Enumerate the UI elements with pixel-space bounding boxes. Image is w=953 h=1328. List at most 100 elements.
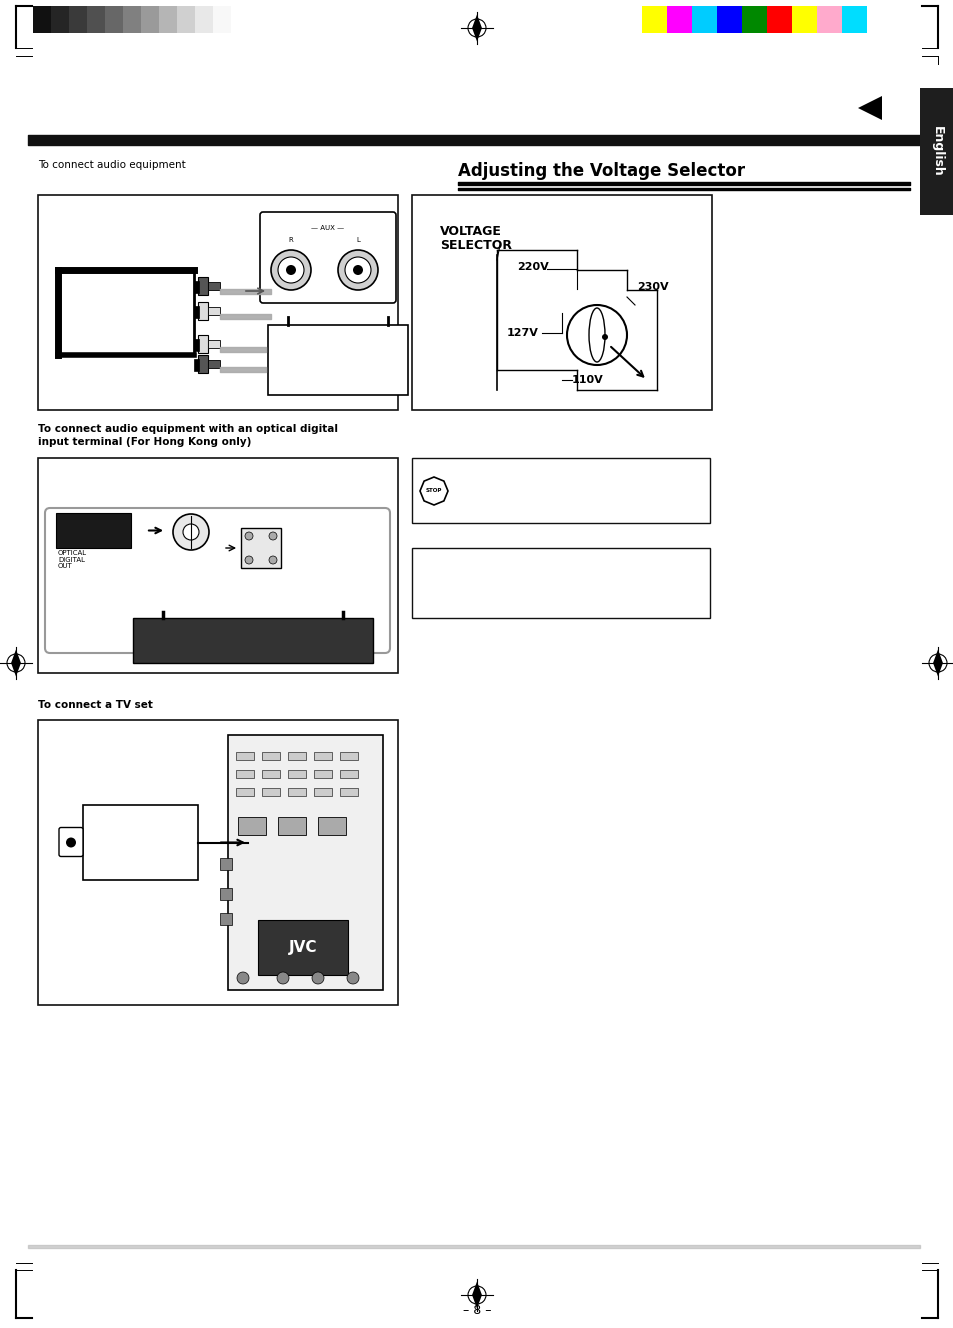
Text: To connect a TV set: To connect a TV set bbox=[38, 700, 152, 710]
Bar bbox=[277, 817, 306, 835]
Bar bbox=[235, 788, 253, 795]
Ellipse shape bbox=[588, 308, 604, 363]
Circle shape bbox=[347, 972, 358, 984]
Bar bbox=[193, 282, 199, 293]
Text: English: English bbox=[929, 126, 943, 177]
Bar bbox=[262, 770, 280, 778]
Bar bbox=[38, 458, 397, 673]
Bar bbox=[220, 888, 232, 900]
Bar bbox=[105, 7, 123, 33]
Polygon shape bbox=[857, 96, 882, 120]
Bar bbox=[314, 788, 332, 795]
Bar bbox=[412, 548, 709, 618]
Bar bbox=[339, 770, 357, 778]
Bar bbox=[412, 195, 711, 410]
Bar bbox=[288, 770, 306, 778]
Bar bbox=[193, 359, 199, 371]
Circle shape bbox=[245, 556, 253, 564]
Bar bbox=[235, 752, 253, 760]
Text: 230V: 230V bbox=[637, 282, 668, 292]
Bar bbox=[691, 7, 717, 33]
Bar bbox=[220, 914, 232, 926]
Bar bbox=[339, 752, 357, 760]
Circle shape bbox=[337, 250, 377, 290]
Bar bbox=[38, 195, 397, 410]
Bar bbox=[641, 7, 666, 33]
Bar bbox=[262, 788, 280, 795]
Text: — AUX —: — AUX — bbox=[311, 224, 344, 231]
Circle shape bbox=[269, 533, 276, 540]
Text: To connect audio equipment with an optical digital
input terminal (For Hong Kong: To connect audio equipment with an optic… bbox=[38, 424, 337, 448]
Text: VOLTAGE
SELECTOR: VOLTAGE SELECTOR bbox=[439, 224, 512, 252]
Bar bbox=[919, 88, 953, 215]
FancyBboxPatch shape bbox=[260, 212, 395, 303]
Polygon shape bbox=[11, 649, 21, 676]
Circle shape bbox=[183, 525, 199, 540]
Bar bbox=[208, 340, 220, 348]
Text: 220V: 220V bbox=[517, 262, 548, 272]
Circle shape bbox=[353, 266, 363, 275]
Bar bbox=[38, 720, 397, 1005]
Bar bbox=[141, 7, 159, 33]
Bar bbox=[237, 817, 266, 835]
Text: To connect audio equipment: To connect audio equipment bbox=[38, 159, 186, 170]
Bar bbox=[314, 770, 332, 778]
Polygon shape bbox=[419, 477, 448, 505]
Bar bbox=[741, 7, 766, 33]
Circle shape bbox=[276, 972, 289, 984]
Bar bbox=[177, 7, 194, 33]
Bar bbox=[288, 752, 306, 760]
Circle shape bbox=[245, 533, 253, 540]
Circle shape bbox=[271, 250, 311, 290]
Bar bbox=[220, 858, 232, 870]
Bar bbox=[208, 360, 220, 368]
Circle shape bbox=[345, 258, 371, 283]
Bar bbox=[317, 817, 346, 835]
Bar bbox=[791, 7, 816, 33]
Bar bbox=[198, 335, 208, 353]
Bar bbox=[198, 278, 208, 295]
Bar bbox=[198, 355, 208, 373]
Bar bbox=[314, 752, 332, 760]
Bar bbox=[69, 7, 87, 33]
Text: JVC: JVC bbox=[289, 940, 317, 955]
Circle shape bbox=[286, 266, 295, 275]
Text: R: R bbox=[289, 236, 294, 243]
Circle shape bbox=[277, 258, 304, 283]
FancyBboxPatch shape bbox=[59, 827, 83, 857]
Text: 110V: 110V bbox=[572, 374, 603, 385]
Bar bbox=[228, 734, 382, 989]
Bar bbox=[717, 7, 741, 33]
Bar bbox=[213, 7, 231, 33]
Bar bbox=[33, 7, 51, 33]
Bar bbox=[208, 307, 220, 315]
Bar bbox=[132, 618, 373, 663]
Bar bbox=[83, 805, 198, 880]
Circle shape bbox=[66, 838, 76, 847]
Bar bbox=[193, 339, 199, 351]
Bar bbox=[339, 788, 357, 795]
Bar bbox=[87, 7, 105, 33]
Bar bbox=[412, 458, 709, 523]
Circle shape bbox=[601, 335, 607, 340]
Bar bbox=[666, 7, 691, 33]
Circle shape bbox=[566, 305, 626, 365]
Bar bbox=[288, 788, 306, 795]
Bar bbox=[159, 7, 177, 33]
Bar bbox=[194, 7, 213, 33]
Text: OPTICAL
DIGITAL
OUT: OPTICAL DIGITAL OUT bbox=[58, 550, 87, 568]
Bar bbox=[51, 7, 69, 33]
Bar bbox=[198, 301, 208, 320]
Bar bbox=[262, 752, 280, 760]
Text: L: L bbox=[355, 236, 359, 243]
Circle shape bbox=[269, 556, 276, 564]
Bar bbox=[208, 282, 220, 290]
Text: 127V: 127V bbox=[506, 328, 538, 339]
Bar bbox=[766, 7, 791, 33]
Bar bbox=[56, 513, 131, 548]
Bar bbox=[193, 305, 199, 317]
Bar bbox=[235, 770, 253, 778]
Circle shape bbox=[172, 514, 209, 550]
Circle shape bbox=[312, 972, 324, 984]
Circle shape bbox=[236, 972, 249, 984]
